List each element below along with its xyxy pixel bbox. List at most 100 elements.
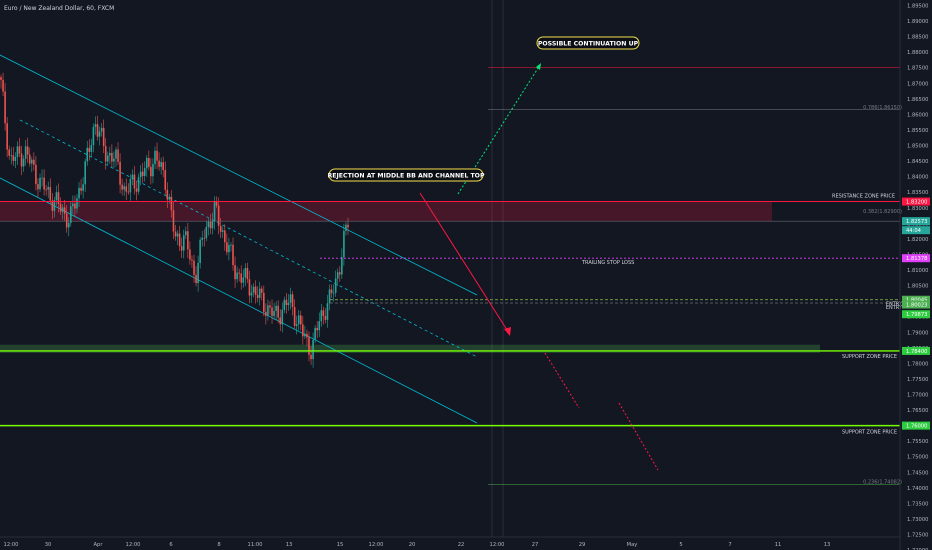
price-badge[interactable] bbox=[902, 421, 930, 430]
candle-body bbox=[240, 273, 243, 283]
candle-body bbox=[115, 149, 117, 159]
candle-body bbox=[166, 189, 169, 200]
candle-body bbox=[215, 201, 218, 206]
price-badge[interactable] bbox=[902, 346, 930, 355]
price-badge[interactable] bbox=[902, 226, 930, 235]
time-tick-label: 13 bbox=[286, 542, 293, 548]
price-badge[interactable] bbox=[902, 197, 930, 206]
candle-body bbox=[310, 354, 312, 360]
candle-body bbox=[213, 201, 216, 222]
candle-body bbox=[221, 230, 224, 232]
levels: RESISTANCE ZONE PRICE TRAILING STOP LOSS E… bbox=[0, 67, 903, 486]
candle-body bbox=[16, 146, 19, 157]
candle-body bbox=[152, 164, 154, 177]
candle-body bbox=[90, 145, 93, 152]
price-tick-label: 1.88500 bbox=[907, 35, 928, 41]
candle-body bbox=[228, 244, 230, 253]
candle-body bbox=[293, 307, 296, 326]
candle-body bbox=[67, 222, 70, 228]
time-tick-label: 12:00 bbox=[4, 542, 19, 548]
price-badge[interactable] bbox=[902, 295, 930, 304]
candle-body bbox=[4, 91, 6, 124]
candle-body bbox=[98, 131, 101, 137]
price-tick-label: 1.78000 bbox=[907, 361, 928, 367]
candle-body bbox=[78, 187, 80, 199]
price-badge[interactable] bbox=[902, 310, 930, 319]
candle-body bbox=[193, 260, 195, 275]
candle-body bbox=[53, 200, 56, 211]
candle-body bbox=[80, 187, 82, 191]
candle-body bbox=[244, 268, 247, 278]
candle-body bbox=[0, 77, 2, 80]
candle-body bbox=[39, 177, 41, 190]
candle-body bbox=[59, 203, 62, 212]
price-badge-text: 1.81378 bbox=[906, 256, 927, 262]
price-tick-label: 1.80500 bbox=[907, 284, 928, 290]
time-tick-label: 15 bbox=[337, 542, 344, 548]
candle-body bbox=[100, 127, 103, 132]
price-badge-text: 44:04 bbox=[906, 228, 922, 234]
candle-body bbox=[281, 309, 284, 325]
candle-body bbox=[176, 233, 179, 237]
candle-body bbox=[320, 310, 323, 322]
candle-body bbox=[279, 317, 282, 325]
candle-body bbox=[297, 315, 300, 325]
candle-body bbox=[209, 221, 212, 229]
candle-body bbox=[258, 288, 261, 298]
candle-body bbox=[324, 316, 327, 320]
candle-body bbox=[273, 311, 275, 317]
red-dotted-arrow bbox=[544, 352, 580, 409]
candle-body bbox=[55, 192, 58, 201]
candle-body bbox=[347, 224, 349, 228]
candle-body bbox=[51, 200, 54, 211]
callout-rejection-text: REJECTION AT MIDDLE BB AND CHANNEL TOP bbox=[328, 173, 485, 180]
candle-body bbox=[123, 186, 125, 190]
candle-body bbox=[232, 244, 234, 266]
candle-body bbox=[70, 206, 72, 223]
fib-label: 0.382(1.82900) bbox=[863, 209, 902, 215]
price-badge[interactable] bbox=[902, 300, 930, 309]
candle-body bbox=[250, 292, 253, 296]
candle-body bbox=[37, 184, 39, 190]
price-tick-label: 1.84500 bbox=[907, 159, 928, 165]
time-axis[interactable]: 12:00 30 Apr 12:00 6 8 11:00 13 15 12:00 20 22 12:00… bbox=[0, 536, 900, 548]
price-tick-label: 1.89000 bbox=[907, 19, 928, 25]
candle-body bbox=[302, 324, 304, 337]
candle-body bbox=[111, 152, 113, 162]
time-tick-label: 7 bbox=[728, 542, 731, 548]
price-tick-label: 1.86500 bbox=[907, 97, 928, 103]
candle-body bbox=[96, 124, 99, 137]
candle-body bbox=[94, 124, 97, 127]
candle-body bbox=[306, 333, 308, 338]
price-tick-label: 1.83500 bbox=[907, 190, 928, 196]
candle-body bbox=[49, 187, 52, 201]
price-badge[interactable] bbox=[902, 217, 930, 226]
candle-body bbox=[330, 289, 333, 293]
candle-body bbox=[191, 259, 193, 261]
support-label: SUPPORT ZONE PRICE bbox=[842, 354, 897, 360]
candle-body bbox=[88, 147, 91, 152]
candle-body bbox=[158, 160, 160, 167]
candle-body bbox=[43, 177, 45, 190]
candle-body bbox=[304, 333, 306, 337]
candle-body bbox=[211, 221, 214, 229]
candle-body bbox=[30, 159, 33, 164]
candle-body bbox=[18, 146, 21, 154]
price-tick-label: 1.72500 bbox=[907, 533, 928, 539]
price-tick-label: 1.77500 bbox=[907, 377, 928, 383]
candle-body bbox=[154, 150, 156, 165]
price-axis[interactable]: 1.89500 1.89000 1.88500 1.88000 1.87500 1.870… bbox=[899, 0, 930, 550]
time-tick-label: 13 bbox=[824, 542, 831, 548]
candle-body bbox=[287, 302, 290, 306]
candle-body bbox=[219, 225, 222, 232]
resistance-label: RESISTANCE ZONE PRICE bbox=[832, 194, 895, 200]
candle-body bbox=[267, 305, 269, 316]
price-tick-label: 1.86000 bbox=[907, 112, 928, 118]
support-label: SUPPORT ZONE PRICE bbox=[842, 430, 897, 436]
candle-body bbox=[47, 187, 50, 190]
price-badge[interactable] bbox=[902, 254, 930, 263]
candle-body bbox=[197, 262, 199, 284]
candle-body bbox=[189, 249, 191, 260]
candle-body bbox=[238, 272, 240, 274]
